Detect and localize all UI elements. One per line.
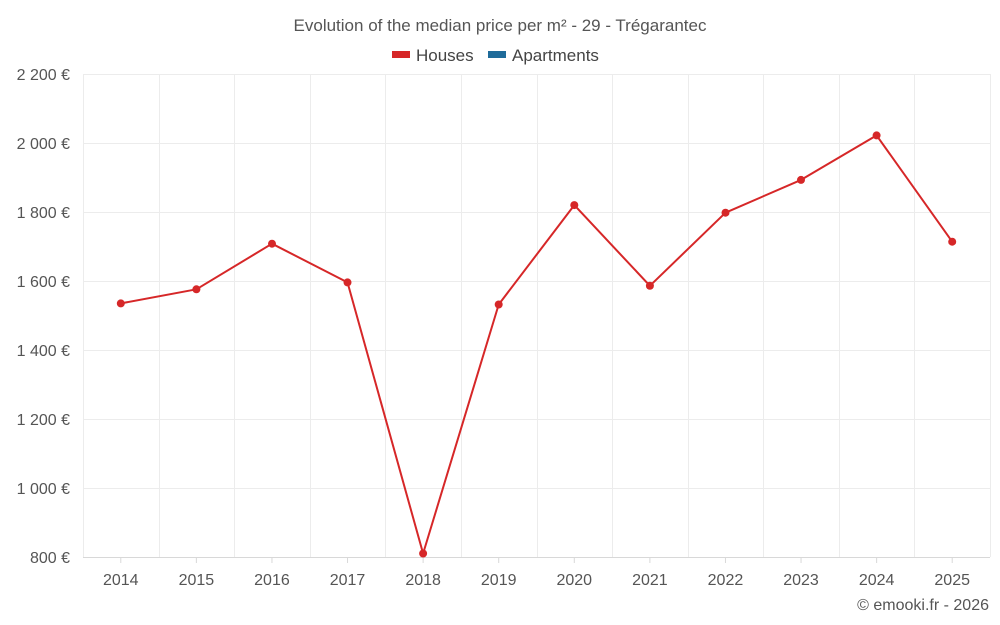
x-tick-label: 2016 [254,572,290,589]
x-tick-label: 2022 [708,572,744,589]
data-point-houses-2019[interactable] [494,300,503,309]
data-point-houses-2021[interactable] [645,281,654,290]
x-tick-label: 2025 [934,572,970,589]
y-tick-label: 1 800 € [17,205,70,222]
legend-label-apartments: Apartments [512,46,599,65]
x-tick-label: 2024 [859,572,895,589]
x-tick-label: 2018 [405,572,441,589]
credit-text: © emooki.fr - 2026 [857,597,989,614]
y-tick-label: 1 000 € [17,481,70,498]
data-point-houses-2024[interactable] [872,131,881,140]
x-tick-label: 2020 [556,572,592,589]
grid [83,74,991,558]
data-point-houses-2018[interactable] [419,549,428,558]
y-tick-label: 1 400 € [17,343,70,360]
legend-swatch-houses [392,51,410,58]
data-point-houses-2020[interactable] [570,201,579,210]
x-tick-label: 2017 [330,572,366,589]
y-tick-label: 800 € [30,550,70,567]
data-point-houses-2022[interactable] [721,208,730,217]
legend-label-houses: Houses [416,46,474,65]
legend-swatch-apartments [488,51,506,58]
y-tick-label: 1 200 € [17,412,70,429]
chart-title: Evolution of the median price per m² - 2… [294,16,707,35]
data-point-houses-2015[interactable] [192,285,201,294]
legend-item-houses[interactable]: Houses [392,46,474,65]
y-tick-label: 1 600 € [17,274,70,291]
x-tick-label: 2014 [103,572,139,589]
y-axis: 800 € 1 000 € 1 200 € 1 400 € 1 600 € 1 800 €… [17,67,70,567]
legend-item-apartments[interactable]: Apartments [488,46,599,65]
data-point-houses-2025[interactable] [948,237,957,246]
series-layer [116,131,957,558]
x-tick-label: 2021 [632,572,668,589]
x-tick-label: 2015 [179,572,215,589]
x-axis: 2014 2015 2016 2017 2018 2019 2020 2021 2022 2023… [103,557,970,589]
x-tick-label: 2019 [481,572,517,589]
y-tick-label: 2 000 € [17,136,70,153]
data-point-houses-2016[interactable] [268,239,276,248]
x-tick-label: 2023 [783,572,819,589]
data-point-houses-2017[interactable] [343,278,352,287]
series-line-houses [120,134,954,555]
y-tick-label: 2 200 € [17,67,70,84]
legend: Houses Apartments [392,46,599,65]
data-point-houses-2023[interactable] [797,175,805,184]
data-point-houses-2014[interactable] [116,299,125,308]
